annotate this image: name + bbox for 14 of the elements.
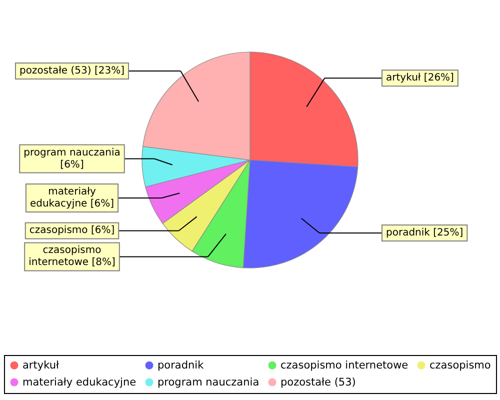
data-label: pozostałe (53) [23%]: [20, 65, 125, 76]
legend-label: program nauczania: [158, 376, 260, 388]
data-label: czasopismo internetowe [8%]: [28, 245, 116, 268]
legend-label: czasopismo internetowe: [280, 359, 408, 372]
data-label: czasopismo [6%]: [29, 225, 115, 236]
legend-label: artykuł: [22, 359, 59, 372]
legend-label: materiały edukacyjne: [22, 376, 136, 388]
data-label: poradnik [25%]: [386, 228, 464, 239]
data-label: materiały edukacyjne [6%]: [30, 186, 114, 210]
data-label: program nauczania [6%]: [24, 147, 120, 170]
legend-label: poradnik: [158, 359, 205, 372]
legend-label: czasopismo: [430, 359, 491, 372]
data-label: artykuł [26%]: [386, 72, 454, 84]
legend-label: pozostałe (53): [280, 376, 356, 388]
